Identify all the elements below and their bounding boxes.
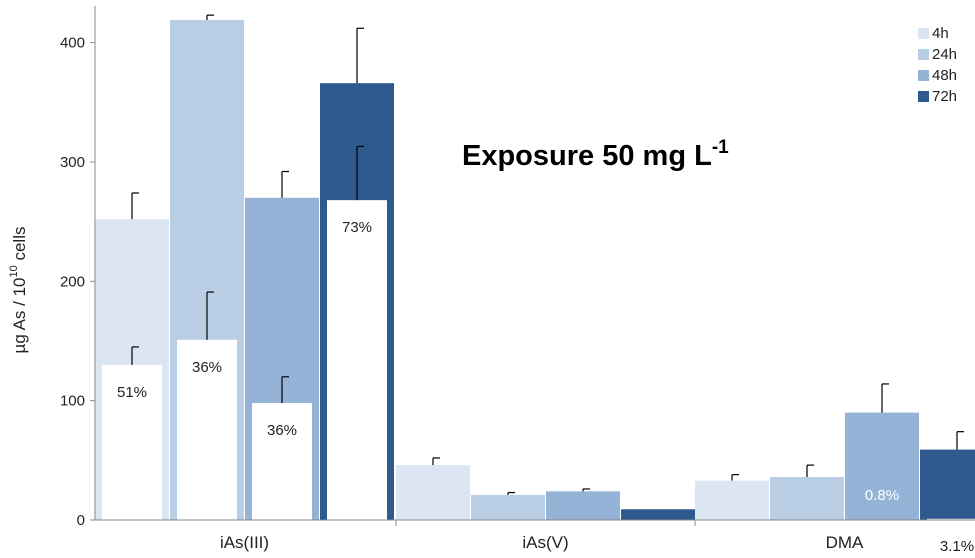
bar-24h-1 [471,494,545,520]
legend-swatch-4h [918,28,929,39]
bar-72h-1 [621,509,695,520]
bar-24h-2 [770,477,844,520]
bar-4h-1 [396,465,470,520]
y-tick-label-0: 0 [77,512,85,529]
bar-48h-1 [546,491,620,520]
bar-4h-0-inner-label: 51% [117,384,147,401]
legend-swatch-24h [918,49,929,60]
y-tick-label-300: 300 [60,154,85,171]
y-axis-label: µg As / 1010 cells [8,227,29,354]
legend-label-48h: 48h [932,67,957,84]
y-axis-label-pre: µg As / 10 [10,278,29,354]
legend-label-24h: 24h [932,46,957,63]
bar-layer: 51% 36% 36% 0.8% 73% 3.1% [95,14,975,555]
legend-swatch-72h [918,91,929,102]
y-tick-label-100: 100 [60,393,85,410]
bar-24h-0-inner [177,339,237,520]
x-category-label-0: iAs(III) [220,533,269,552]
bar-48h-2 [845,412,919,520]
annotation-sup: -1 [712,137,729,158]
bar-4h-2 [695,480,769,520]
annotation-main: Exposure 50 mg L [462,140,712,172]
legend-swatch-48h [918,70,929,81]
bar-72h-0-inner-label: 73% [342,219,372,236]
bar-72h-0-inner [327,200,387,520]
bar-72h-2-inner [927,518,975,520]
y-axis-label-post: cells [10,227,29,266]
bar-48h-2-inner-label: 0.8% [865,487,899,504]
bar-4h-0-inner [102,364,162,520]
x-category-label-1: iAs(V) [522,533,568,552]
x-category-label-2: DMA [826,533,864,552]
legend-label-4h: 4h [932,25,949,42]
y-axis: 0 100 200 300 400 [60,6,96,529]
y-tick-label-200: 200 [60,273,85,290]
bar-72h-2 [920,449,975,520]
bar-48h-0-inner-label: 36% [267,422,297,439]
y-tick-label-400: 400 [60,35,85,52]
legend-label-72h: 72h [932,88,957,105]
y-axis-label-sup: 10 [8,265,20,277]
bar-72h-2-inner-label: 3.1% [940,538,974,555]
exposure-annotation: Exposure 50 mg L-1 [462,137,729,172]
bar-48h-0-inner [252,403,312,520]
x-axis: iAs(III) iAs(V) DMA [95,519,975,552]
legend: 4h 24h 48h 72h [918,25,957,105]
bar-24h-0-inner-label: 36% [192,359,222,376]
